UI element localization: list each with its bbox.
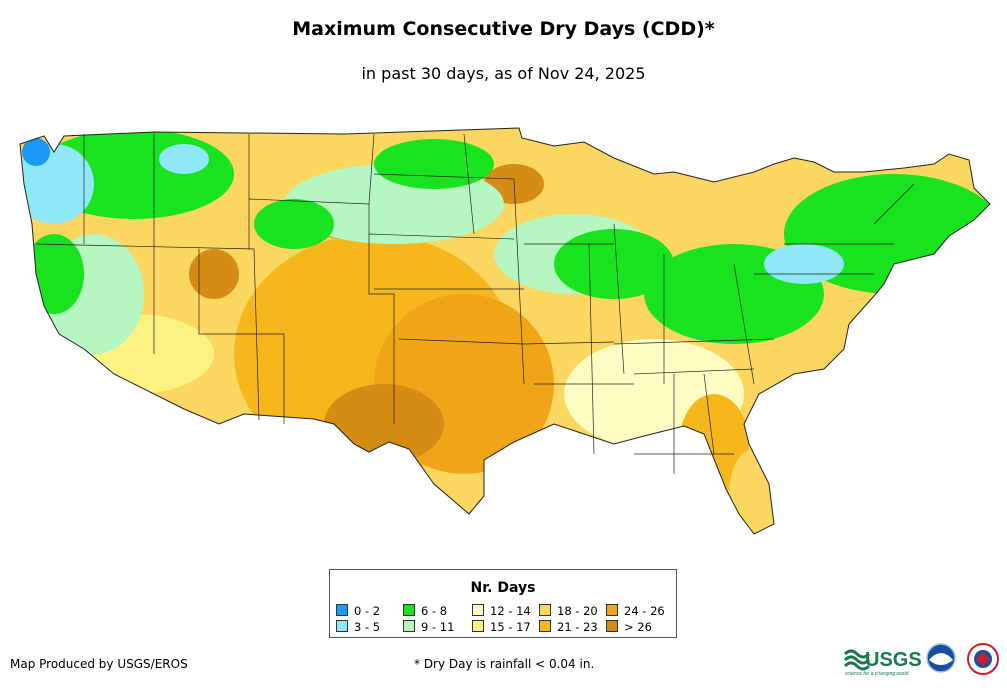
legend-item: 6 - 8 xyxy=(403,604,447,618)
legend-item: 18 - 20 xyxy=(539,604,598,618)
legend-item: 24 - 26 xyxy=(606,604,665,618)
legend-swatch xyxy=(606,620,618,632)
svg-text:USGS: USGS xyxy=(865,649,922,671)
legend-item: 21 - 23 xyxy=(539,620,598,634)
usgs-logo: USGS science for a changing world xyxy=(843,649,922,677)
legend-swatch xyxy=(539,620,551,632)
nws-logo xyxy=(967,643,999,675)
legend-swatch xyxy=(336,620,348,632)
legend-grid: 0 - 2 3 - 5 6 - 8 9 - 11 12 - 14 15 - 17… xyxy=(336,604,676,636)
credit-text: Map Produced by USGS/EROS xyxy=(10,657,188,671)
legend-swatch xyxy=(472,620,484,632)
map-title: Maximum Consecutive Dry Days (CDD)* xyxy=(292,18,715,40)
agency-logos: USGS science for a changing world xyxy=(843,643,999,677)
legend-swatch xyxy=(403,620,415,632)
noaa-logo xyxy=(926,643,956,673)
legend-item: > 26 xyxy=(606,620,652,634)
legend-item: 3 - 5 xyxy=(336,620,380,634)
legend-item: 12 - 14 xyxy=(472,604,531,618)
legend-item: 0 - 2 xyxy=(336,604,380,618)
legend-item: 15 - 17 xyxy=(472,620,531,634)
legend-item: 9 - 11 xyxy=(403,620,454,634)
legend-swatch xyxy=(606,604,618,616)
legend-title: Nr. Days xyxy=(470,580,536,596)
us-dry-days-map xyxy=(14,124,998,544)
legend-swatch xyxy=(403,604,415,616)
svg-text:science for a changing world: science for a changing world xyxy=(845,671,909,677)
legend-swatch xyxy=(472,604,484,616)
legend: Nr. Days 0 - 2 3 - 5 6 - 8 9 - 11 12 - 1… xyxy=(329,569,677,638)
legend-swatch xyxy=(539,604,551,616)
legend-swatch xyxy=(336,604,348,616)
map-subtitle: in past 30 days, as of Nov 24, 2025 xyxy=(361,64,646,83)
dry-day-note: * Dry Day is rainfall < 0.04 in. xyxy=(414,657,595,671)
